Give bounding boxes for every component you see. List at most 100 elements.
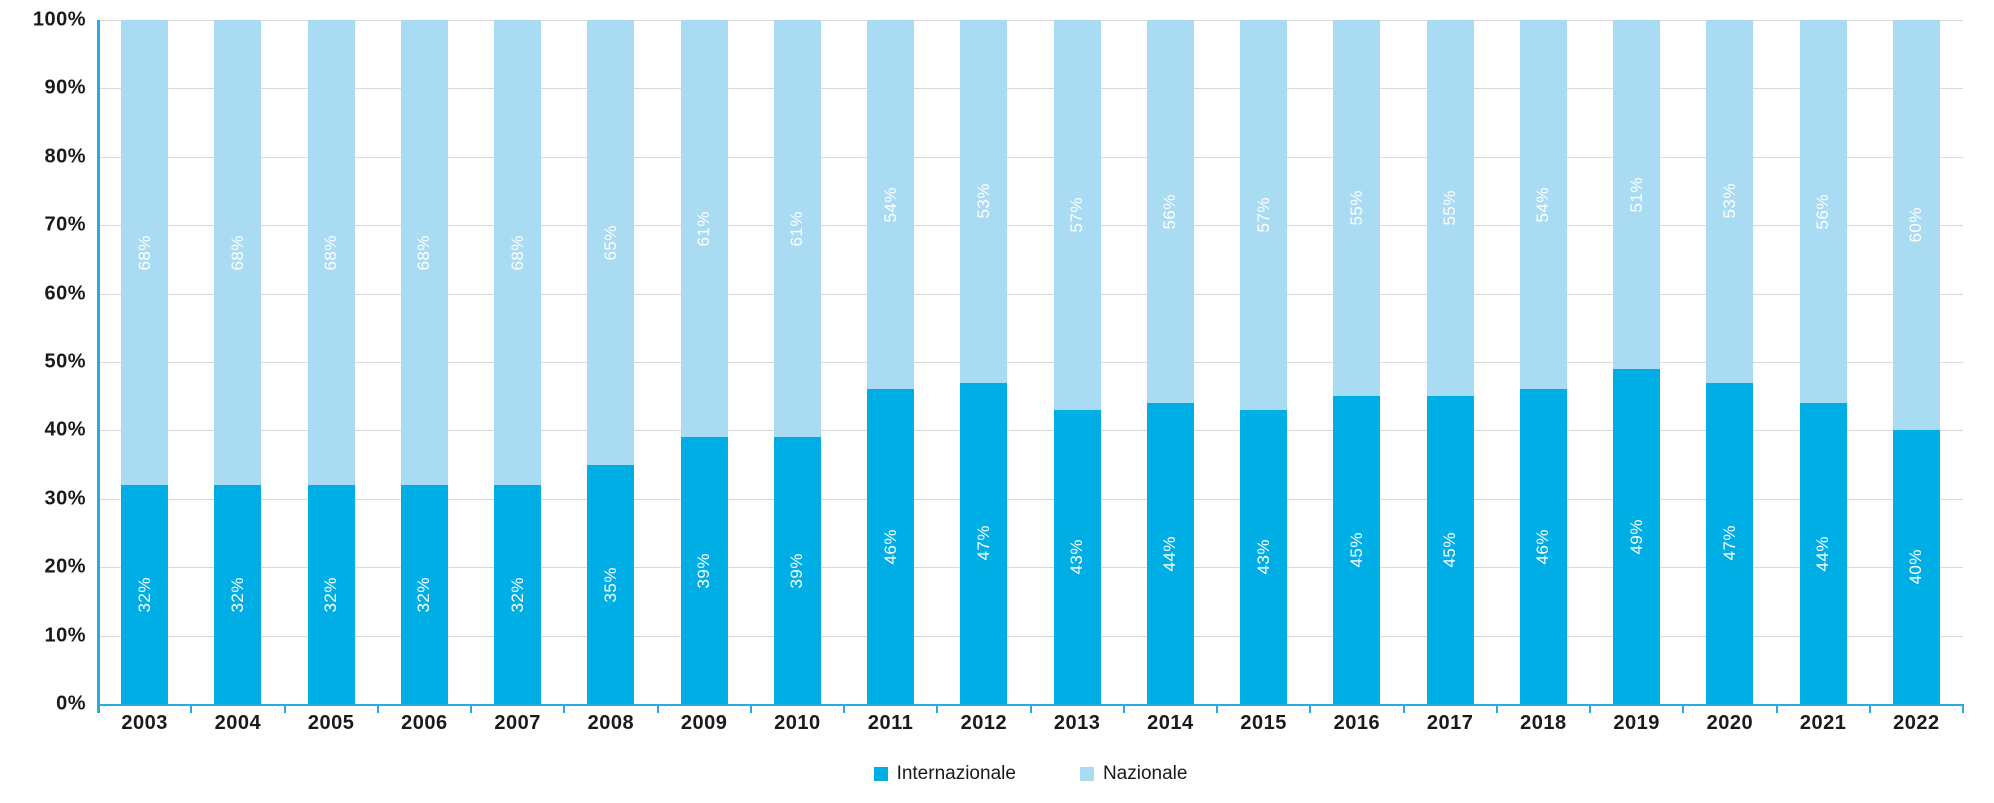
x-axis-tick [1309, 704, 1312, 713]
plot-area: 68% 32% 68% 32% 68% 32% 68% 32% 68% 32% 65% 35% 61% 3… [97, 20, 1964, 713]
bar-label-internazionale-2013: 43% [1067, 539, 1087, 575]
x-axis-label-2015: 2015 [1240, 712, 1287, 734]
bar-stack-2012: 53% 47% [960, 20, 1008, 704]
gridline-80% [98, 156, 1963, 158]
bar-label-internazionale-2012: 47% [973, 525, 993, 562]
y-axis-label-10%: 10% [44, 624, 86, 647]
x-axis-tick [563, 704, 566, 713]
x-axis-label-2003: 2003 [121, 712, 168, 734]
bar-segment-internazionale-2016: 45% [1333, 396, 1381, 704]
bar-label-nazionale-2012: 53% [973, 183, 993, 220]
bar-label-internazionale-2021: 44% [1813, 535, 1833, 572]
bar-segment-internazionale-2022: 40% [1892, 430, 1940, 704]
bar-label-internazionale-2017: 45% [1440, 532, 1460, 568]
bar-stack-2010: 61% 39% [773, 20, 821, 704]
bar-label-nazionale-2016: 55% [1346, 190, 1366, 226]
bar-segment-internazionale-2009: 39% [680, 437, 728, 704]
x-axis-label-2016: 2016 [1333, 712, 1381, 734]
bar-label-nazionale-2017: 55% [1440, 190, 1460, 226]
bar-segment-nazionale-2011: 54% [867, 20, 915, 390]
x-axis-label-2017: 2017 [1426, 712, 1474, 734]
x-axis-tick [1122, 704, 1125, 713]
gridline-50% [98, 362, 1963, 363]
x-axis-tick [283, 704, 286, 713]
x-axis-label-2022: 2022 [1893, 712, 1940, 734]
bar-column-2006: 68% 32% [378, 20, 471, 704]
bar-label-internazionale-2006: 32% [414, 576, 434, 613]
gridline-40% [98, 430, 1963, 432]
bar-column-2011: 54% 46% [844, 20, 937, 704]
x-axis-tick [1775, 704, 1778, 713]
bar-segment-nazionale-2012: 53% [960, 20, 1008, 383]
bar-column-2003: 68% 32% [98, 20, 191, 704]
bar-segment-nazionale-2009: 61% [680, 20, 728, 438]
bar-label-internazionale-2019: 49% [1626, 518, 1646, 555]
bar-segment-nazionale-2015: 57% [1240, 20, 1288, 410]
bar-segment-internazionale-2013: 43% [1053, 409, 1101, 704]
bar-segment-nazionale-2007: 68% [494, 20, 542, 486]
x-axis-label-2006: 2006 [401, 712, 448, 734]
bar-segment-internazionale-2019: 49% [1613, 368, 1661, 704]
bar-column-2022: 60% 40% [1870, 20, 1963, 704]
bar-segment-nazionale-2022: 60% [1892, 20, 1940, 431]
bar-stack-2020: 53% 47% [1706, 20, 1754, 704]
x-axis-label-2012: 2012 [960, 712, 1008, 734]
bar-segment-nazionale-2010: 61% [773, 20, 821, 438]
x-axis-tick [190, 704, 193, 713]
bar-column-2010: 61% 39% [751, 20, 844, 704]
bar-label-nazionale-2015: 57% [1253, 197, 1273, 233]
bar-stack-2018: 54% 46% [1519, 20, 1567, 704]
bar-label-nazionale-2011: 54% [880, 186, 900, 223]
x-axis-tick [656, 704, 659, 713]
x-axis-label-2011: 2011 [867, 712, 914, 734]
bar-column-2017: 55% 45% [1404, 20, 1497, 704]
y-axis-label-50%: 50% [44, 350, 86, 373]
x-axis-label-2019: 2019 [1613, 712, 1660, 734]
bar-label-internazionale-2010: 39% [787, 552, 807, 589]
bar-segment-internazionale-2006: 32% [400, 485, 448, 704]
bar-segment-nazionale-2017: 55% [1426, 20, 1474, 397]
bar-stack-2008: 65% 35% [587, 20, 635, 704]
bar-segment-internazionale-2008: 35% [587, 464, 635, 704]
bar-stack-2005: 68% 32% [307, 20, 355, 704]
x-axis-label-2021: 2021 [1799, 712, 1847, 734]
x-axis-tick [1962, 704, 1964, 713]
x-axis-label-2007: 2007 [494, 712, 541, 734]
bar-segment-internazionale-2004: 32% [214, 485, 262, 704]
bar-label-internazionale-2020: 47% [1719, 525, 1739, 562]
x-axis-tick [749, 704, 752, 713]
bar-segment-internazionale-2005: 32% [307, 485, 355, 704]
bar-label-nazionale-2008: 65% [600, 224, 620, 261]
bar-segment-nazionale-2020: 53% [1706, 20, 1754, 383]
x-axis-label-2005: 2005 [307, 712, 355, 734]
gridline-90% [98, 88, 1963, 90]
bar-label-internazionale-2009: 39% [694, 552, 714, 589]
x-axis-tick [1495, 704, 1498, 713]
bar-label-nazionale-2005: 68% [321, 234, 341, 271]
bar-column-2005: 68% 32% [285, 20, 378, 704]
y-axis-label-40%: 40% [44, 418, 86, 441]
gridline-20% [98, 567, 1963, 569]
bar-stack-2016: 55% 45% [1333, 20, 1381, 704]
bar-label-internazionale-2022: 40% [1906, 549, 1926, 585]
y-axis-label-70%: 70% [44, 213, 86, 236]
x-axis-tick [97, 704, 99, 713]
bar-label-nazionale-2004: 68% [227, 234, 247, 271]
bar-segment-nazionale-2013: 57% [1053, 20, 1101, 410]
y-axis-label-80%: 80% [44, 145, 86, 168]
bar-label-nazionale-2003: 68% [134, 234, 154, 271]
x-axis-label-2004: 2004 [214, 712, 262, 734]
bar-label-internazionale-2003: 32% [134, 576, 154, 613]
bar-stack-2015: 57% 43% [1240, 20, 1288, 704]
bar-stack-2021: 56% 44% [1799, 20, 1847, 704]
bar-label-nazionale-2014: 56% [1160, 193, 1180, 230]
bar-segment-nazionale-2005: 68% [307, 20, 355, 486]
bar-label-nazionale-2019: 51% [1626, 176, 1646, 213]
bar-label-nazionale-2007: 68% [507, 234, 527, 271]
bar-stack-2022: 60% 40% [1892, 20, 1940, 704]
bar-column-2007: 68% 32% [471, 20, 564, 704]
bar-segment-internazionale-2007: 32% [494, 485, 542, 704]
bar-segment-nazionale-2003: 68% [121, 20, 169, 486]
bar-column-2018: 54% 46% [1497, 20, 1590, 704]
